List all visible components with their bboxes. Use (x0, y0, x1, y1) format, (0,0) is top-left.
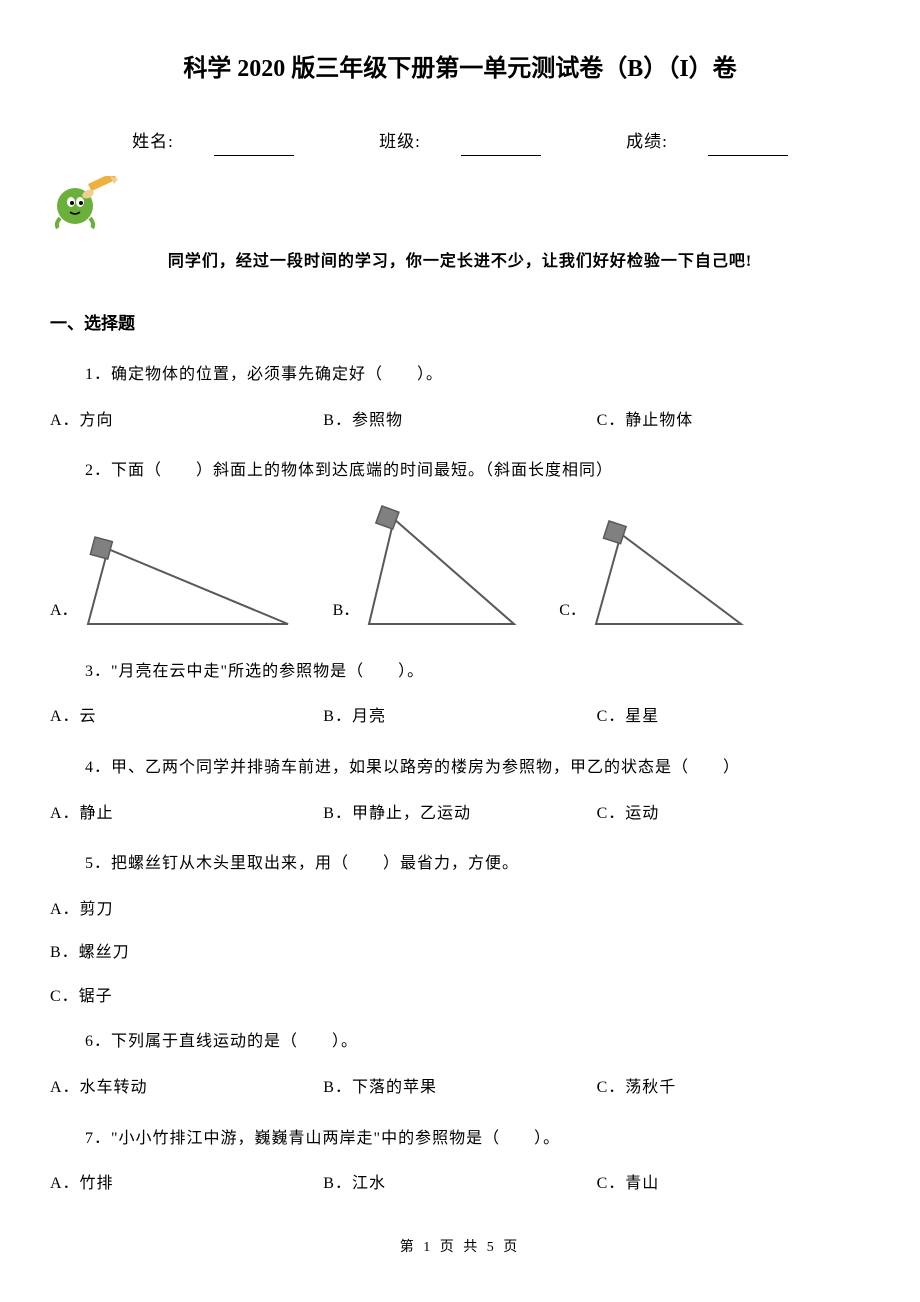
question-2-options: A． B． C． (50, 504, 870, 629)
q7-option-b: B．江水 (323, 1171, 596, 1197)
question-5-options: A．剪刀 B．螺丝刀 C．锯子 (50, 897, 870, 1010)
question-1-options: A．方向 B．参照物 C．静止物体 (50, 408, 870, 434)
q5-option-b: B．螺丝刀 (50, 940, 870, 966)
page-title: 科学 2020 版三年级下册第一单元测试卷（B）（I）卷 (50, 50, 870, 88)
question-1: 1．确定物体的位置，必须事先确定好（ ）。 (50, 362, 870, 388)
q5-option-a: A．剪刀 (50, 897, 870, 923)
q3-option-b: B．月亮 (323, 704, 596, 730)
pencil-icon (50, 176, 870, 240)
question-6-options: A．水车转动 B．下落的苹果 C．荡秋千 (50, 1075, 870, 1101)
q7-option-c: C．青山 (597, 1171, 870, 1197)
q2-option-b: B． (333, 504, 520, 629)
q3-option-c: C．星星 (597, 704, 870, 730)
q1-option-b: B．参照物 (323, 408, 596, 434)
question-5: 5．把螺丝钉从木头里取出来，用（ ）最省力，方便。 (50, 851, 870, 877)
question-3: 3．"月亮在云中走"所选的参照物是（ ）。 (50, 659, 870, 685)
q7-option-a: A．竹排 (50, 1171, 323, 1197)
question-7-options: A．竹排 B．江水 C．青山 (50, 1171, 870, 1197)
q6-option-a: A．水车转动 (50, 1075, 323, 1101)
section-title: 一、选择题 (50, 310, 870, 337)
intro-text: 同学们，经过一段时间的学习，你一定长进不少，让我们好好检验一下自己吧! (50, 249, 870, 275)
q5-option-c: C．锯子 (50, 984, 870, 1010)
q4-option-b: B．甲静止，乙运动 (323, 801, 596, 827)
question-7: 7．"小小竹排江中游，巍巍青山两岸走"中的参照物是（ ）。 (50, 1126, 870, 1152)
q6-option-c: C．荡秋千 (597, 1075, 870, 1101)
student-info: 姓名: 班级: 成绩: (50, 128, 870, 155)
q4-option-c: C．运动 (597, 801, 870, 827)
question-4-options: A．静止 B．甲静止，乙运动 C．运动 (50, 801, 870, 827)
question-4: 4．甲、乙两个同学并排骑车前进，如果以路旁的楼房为参照物，甲乙的状态是（ ） (50, 755, 870, 781)
q2-option-c: C． (559, 519, 746, 629)
name-label: 姓名: (112, 132, 314, 151)
q2-option-a: A． (50, 529, 293, 629)
q6-option-b: B．下落的苹果 (323, 1075, 596, 1101)
question-2: 2．下面（ ）斜面上的物体到达底端的时间最短。（斜面长度相同） (50, 458, 870, 484)
q4-option-a: A．静止 (50, 801, 323, 827)
q1-option-a: A．方向 (50, 408, 323, 434)
question-3-options: A．云 B．月亮 C．星星 (50, 704, 870, 730)
score-label: 成绩: (606, 132, 808, 151)
q1-option-c: C．静止物体 (597, 408, 870, 434)
class-label: 班级: (359, 132, 561, 151)
page-footer: 第 1 页 共 5 页 (50, 1237, 870, 1259)
q3-option-a: A．云 (50, 704, 323, 730)
question-6: 6．下列属于直线运动的是（ ）。 (50, 1029, 870, 1055)
